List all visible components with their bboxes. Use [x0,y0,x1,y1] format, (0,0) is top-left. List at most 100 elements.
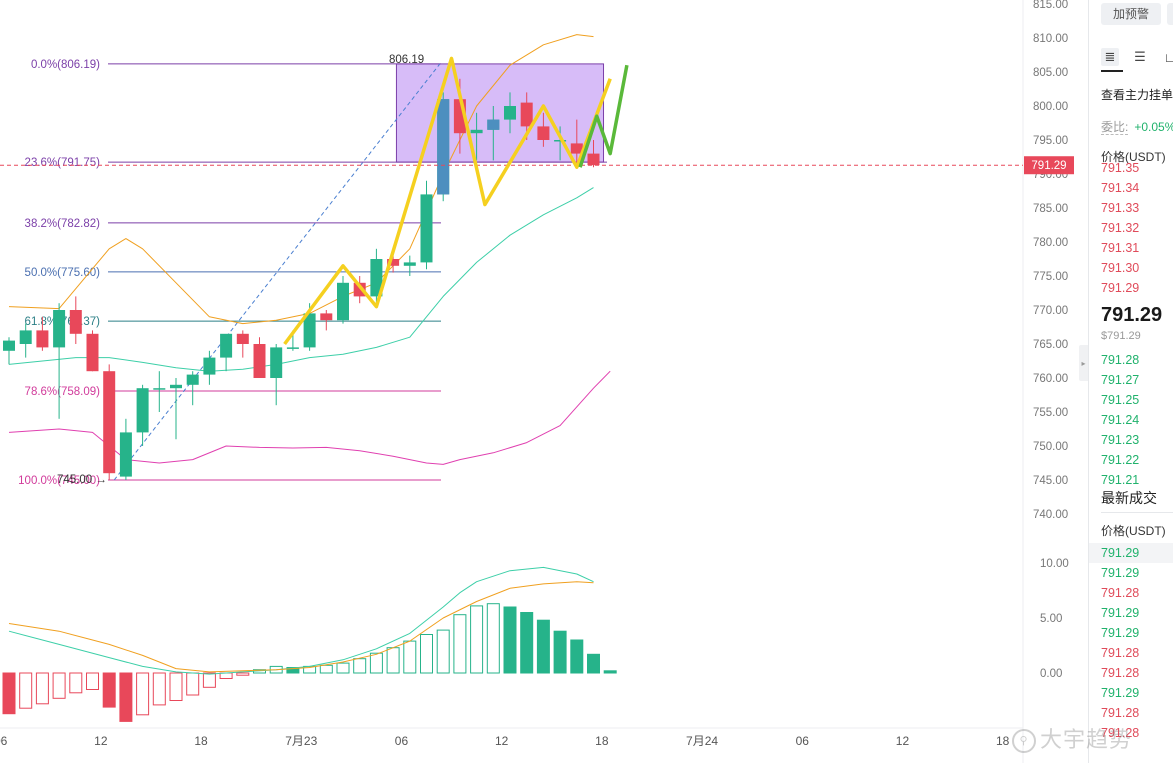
macd-histogram-bar[interactable] [486,603,500,674]
macd-histogram-bar[interactable] [152,672,166,706]
macd-histogram-bar[interactable] [136,672,150,716]
candle-body[interactable] [420,194,433,263]
orderbook-list-icon[interactable]: ☰ [1134,49,1146,64]
candle-body[interactable] [253,344,266,378]
ask-row[interactable]: 791.35 [1101,161,1140,175]
collapse-panel-tab[interactable]: ▸ [1079,345,1088,381]
macd-histogram-bar[interactable] [470,605,484,674]
bid-row[interactable]: 791.24 [1101,413,1140,427]
candle-body[interactable] [470,129,483,134]
macd-histogram-bar[interactable] [19,672,33,709]
macd-histogram-bar[interactable] [69,672,83,694]
candle-body[interactable] [53,310,66,348]
trade-row[interactable]: 791.29 [1101,686,1140,700]
candle-body[interactable] [69,310,82,334]
candle-body[interactable] [286,347,299,349]
bid-row[interactable]: 791.22 [1101,453,1140,467]
macd-histogram-bar[interactable] [86,672,99,690]
ask-row[interactable]: 791.29 [1101,281,1140,295]
macd-histogram-bar[interactable] [236,672,250,676]
macd-histogram-bar[interactable] [319,664,333,674]
macd-histogram-bar[interactable] [2,672,16,715]
chart-area[interactable]: 815.00810.00805.00800.00795.00790.00785.… [0,0,1088,763]
add-alert-button[interactable]: 加预警 [1101,3,1161,25]
macd-histogram-bar[interactable] [570,639,584,674]
candle-body[interactable] [119,432,132,477]
bid-row[interactable]: 791.23 [1101,433,1140,447]
candle-body[interactable] [19,330,32,344]
panel-option-button[interactable] [1167,3,1173,25]
view-main-orders-link[interactable]: 查看主力挂单 [1101,88,1173,102]
ask-row[interactable]: 791.31 [1101,241,1140,255]
candle-body[interactable] [587,153,600,166]
macd-histogram-bar[interactable] [403,640,417,674]
candle-body[interactable] [504,106,516,120]
candle-body[interactable] [170,384,182,389]
bid-row[interactable]: 791.28 [1101,353,1140,367]
macd-histogram-bar[interactable] [353,658,367,674]
macd-histogram-bar[interactable] [202,672,216,688]
trade-row[interactable]: 791.29 [1101,626,1140,640]
bid-row[interactable]: 791.21 [1101,473,1140,487]
trade-row[interactable]: 791.29 [1089,543,1173,563]
macd-histogram-bar[interactable] [286,667,300,674]
candle-body[interactable] [403,262,416,266]
macd-histogram-bar[interactable] [119,672,133,722]
candle-body[interactable] [570,143,583,154]
macd-histogram-bar[interactable] [536,619,550,674]
ask-row[interactable]: 791.30 [1101,261,1140,275]
ask-row[interactable]: 791.33 [1101,201,1140,215]
macd-histogram-bar[interactable] [436,629,450,674]
macd-histogram-bar[interactable] [219,672,233,679]
candle-body[interactable] [303,313,316,348]
candle-body[interactable] [537,126,550,140]
candle-body[interactable] [3,340,15,351]
candle-body[interactable] [153,388,166,390]
candle-body[interactable] [554,140,567,142]
time-axis-tick: 06 [395,734,409,748]
macd-histogram-bar[interactable] [453,614,467,674]
macd-histogram-bar[interactable] [503,606,517,674]
macd-histogram-bar[interactable] [553,630,567,674]
bid-row[interactable]: 791.25 [1101,393,1140,407]
candle-body[interactable] [103,371,116,474]
ask-row[interactable]: 791.32 [1101,221,1140,235]
macd-histogram-bar[interactable] [369,652,383,674]
candle-body[interactable] [236,333,249,344]
candle-body[interactable] [370,259,383,297]
macd-histogram-bar[interactable] [603,670,617,674]
macd-histogram-bar[interactable] [587,653,600,674]
trade-row[interactable]: 791.28 [1101,646,1140,660]
candle-body[interactable] [220,333,233,358]
candle-body[interactable] [337,282,349,321]
trade-row[interactable]: 791.28 [1101,666,1140,680]
candle-body[interactable] [320,313,333,321]
candle-body[interactable] [36,330,49,348]
macd-histogram-bar[interactable] [386,647,400,674]
candle-body[interactable] [186,374,199,385]
macd-histogram-bar[interactable] [169,672,183,701]
trade-row[interactable]: 791.29 [1101,566,1140,580]
macd-histogram-bar[interactable] [520,612,534,674]
candle-body[interactable] [86,333,99,372]
orderbook-side-icon[interactable]: ∟ [1161,48,1173,66]
trade-row[interactable]: 791.28 [1101,706,1140,720]
candle-body[interactable] [387,259,400,266]
orderbook-both-icon[interactable]: ≣ [1101,48,1119,66]
macd-histogram-bar[interactable] [102,672,116,708]
candle-body[interactable] [203,357,216,375]
macd-histogram-bar[interactable] [52,672,66,699]
ask-row[interactable]: 791.34 [1101,181,1140,195]
macd-histogram-bar[interactable] [186,672,200,696]
trade-row[interactable]: 791.29 [1101,606,1140,620]
candle-body[interactable] [353,282,366,297]
candle-body[interactable] [136,388,149,433]
macd-histogram-bar[interactable] [420,634,433,674]
trade-row[interactable]: 791.28 [1101,726,1140,740]
macd-histogram-bar[interactable] [336,662,350,674]
macd-histogram-bar[interactable] [35,672,49,705]
candle-body[interactable] [270,347,283,378]
candle-body[interactable] [520,102,533,127]
trade-row[interactable]: 791.28 [1101,586,1140,600]
bid-row[interactable]: 791.27 [1101,373,1140,387]
